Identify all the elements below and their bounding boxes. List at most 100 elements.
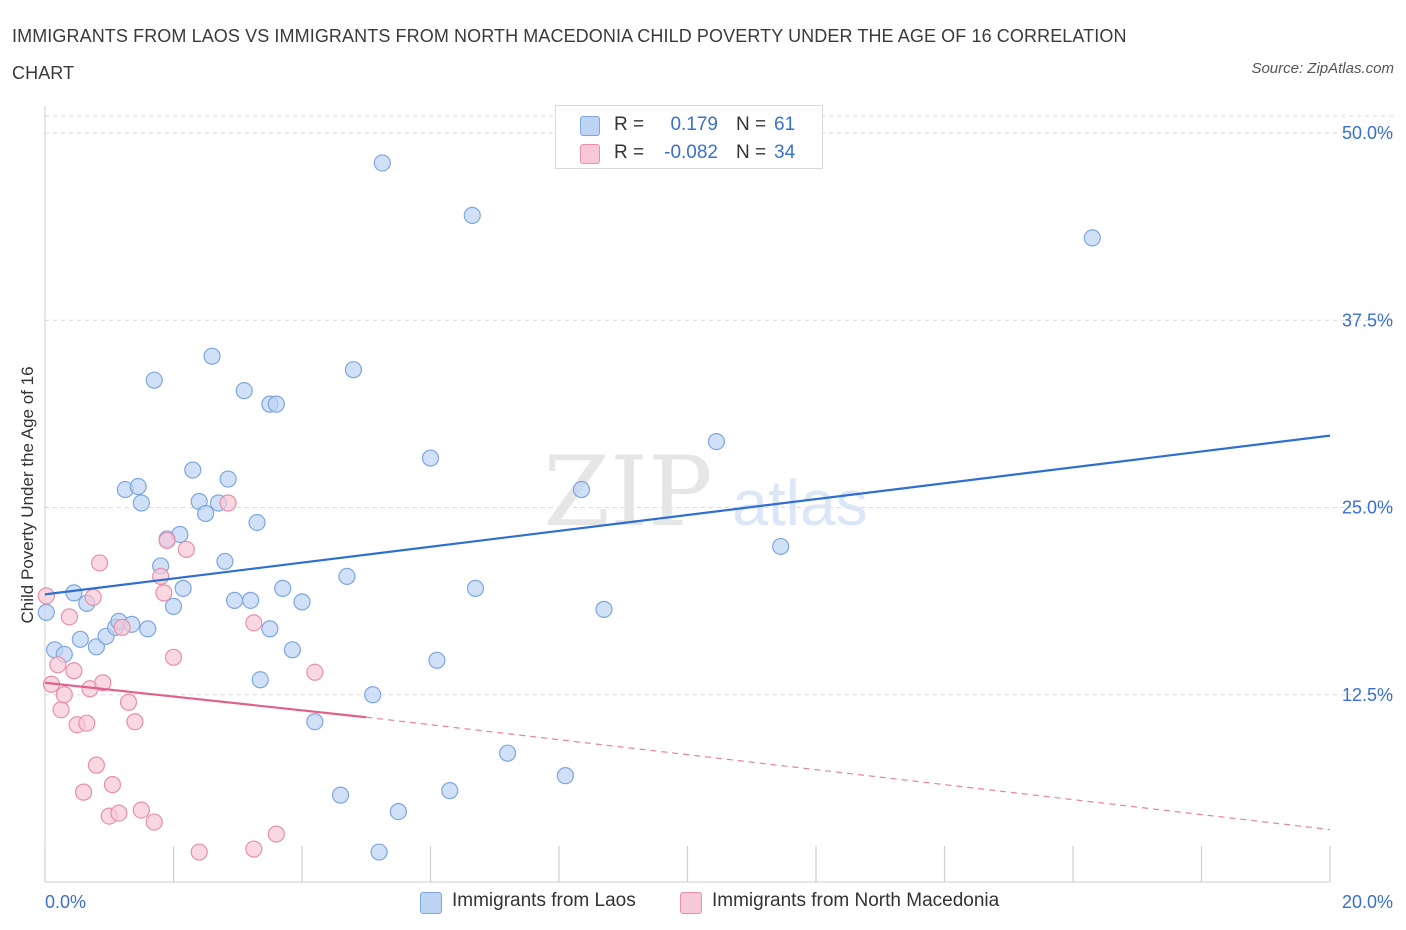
- legend-n-value: 34: [774, 142, 796, 163]
- laos-point: [37, 603, 55, 621]
- legend-row-laos: R = 0.179 N = 61: [556, 112, 822, 138]
- north-macedonia-point: [78, 714, 96, 732]
- laos-point: [556, 767, 575, 785]
- x-tick-label: 0.0%: [45, 892, 86, 912]
- north-macedonia-point: [91, 554, 109, 572]
- y-axis-label: Child Poverty Under the Age of 16: [18, 366, 37, 623]
- laos-point: [216, 552, 234, 571]
- laos-point: [344, 361, 362, 379]
- north-macedonia-point: [113, 618, 131, 636]
- source-label: Source: ZipAtlas.com: [1251, 60, 1394, 77]
- north-macedonia-point: [103, 776, 122, 794]
- laos-point: [197, 504, 215, 523]
- laos-point: [463, 206, 481, 224]
- north-macedonia-point: [110, 804, 128, 822]
- legend-row-north-macedonia: R = -0.082 N = 34: [556, 140, 822, 166]
- laos-point: [772, 537, 790, 556]
- laos-point: [370, 843, 388, 861]
- laos-point: [331, 786, 350, 804]
- laos-point: [338, 567, 356, 586]
- laos-point: [389, 802, 407, 821]
- laos-point: [293, 593, 311, 611]
- north-macedonia-point: [306, 663, 324, 681]
- north-macedonia-trend-extension: [366, 716, 1331, 831]
- laos-point: [261, 620, 279, 638]
- laos-point: [373, 154, 391, 172]
- laos-point: [466, 579, 485, 597]
- tick-labels: 12.5% 25.0% 37.5% 50.0% 0.0% 20.0%: [45, 123, 1393, 912]
- north-macedonia-point: [65, 662, 83, 680]
- laos-point: [225, 591, 244, 609]
- north-macedonia-point: [177, 540, 195, 559]
- series-legend: Immigrants from Laos Immigrants from Nor…: [0, 890, 1406, 916]
- laos-point: [129, 477, 147, 496]
- legend-r-value: 0.179: [670, 114, 718, 135]
- north-macedonia-trend-line: [44, 681, 367, 719]
- y-tick-label: 12.5%: [1342, 685, 1393, 705]
- trend-lines: [44, 434, 1331, 831]
- north-macedonia-point: [158, 531, 176, 550]
- north-macedonia-point: [55, 686, 73, 704]
- laos-point: [242, 591, 260, 609]
- north-macedonia-point: [52, 701, 70, 719]
- laos-point: [306, 713, 324, 731]
- north-macedonia-point: [245, 840, 263, 858]
- north-macedonia-point: [49, 656, 67, 674]
- laos-point: [184, 461, 202, 479]
- x-tick-label: 20.0%: [1342, 892, 1393, 912]
- laos-point: [274, 579, 292, 597]
- laos-point: [421, 449, 440, 467]
- north-macedonia-point: [37, 587, 55, 605]
- north-macedonia-point: [190, 843, 208, 861]
- axes: [44, 106, 1331, 883]
- north-macedonia-point: [84, 588, 102, 606]
- north-macedonia-point: [119, 693, 138, 711]
- laos-point: [441, 782, 459, 800]
- series-north-macedonia-points: [37, 494, 324, 861]
- y-tick-label: 50.0%: [1342, 123, 1393, 143]
- y-tick-label: 25.0%: [1342, 498, 1393, 518]
- series-legend-label-north-macedonia: Immigrants from North Macedonia: [712, 890, 1000, 911]
- laos-point: [364, 686, 382, 704]
- series-legend-label-laos: Immigrants from Laos: [452, 890, 636, 911]
- watermark-atlas: atlas: [732, 467, 867, 539]
- laos-point: [267, 395, 285, 413]
- laos-point: [235, 382, 253, 400]
- laos-point: [572, 480, 591, 499]
- laos-point: [595, 600, 613, 618]
- laos-point: [71, 630, 89, 648]
- north-macedonia-point: [87, 756, 106, 774]
- north-macedonia-point: [245, 614, 263, 632]
- legend-r-label: R =: [614, 114, 645, 135]
- laos-point: [251, 671, 269, 689]
- legend-n-label: N =: [736, 142, 767, 163]
- y-tick-label: 37.5%: [1342, 310, 1393, 330]
- laos-point: [174, 579, 192, 597]
- legend-swatch-laos: [580, 116, 600, 136]
- north-macedonia-point: [94, 674, 112, 692]
- legend-r-label: R =: [614, 142, 645, 163]
- north-macedonia-point: [126, 713, 144, 731]
- legend-r-value: -0.082: [664, 142, 718, 163]
- north-macedonia-point: [60, 608, 79, 626]
- laos-point: [499, 744, 517, 762]
- north-macedonia-point: [267, 825, 285, 843]
- legend-n-value: 61: [774, 114, 796, 135]
- laos-point: [139, 620, 157, 638]
- north-macedonia-point: [219, 494, 237, 512]
- legend-swatch-north-macedonia: [580, 144, 600, 164]
- north-macedonia-point: [155, 584, 173, 602]
- laos-point: [65, 584, 83, 602]
- laos-point: [1083, 229, 1101, 247]
- laos-trend-line: [44, 434, 1331, 596]
- laos-point: [283, 641, 301, 659]
- watermark: ZIP atlas: [543, 436, 867, 548]
- chart-title: IMMIGRANTS FROM LAOS VS IMMIGRANTS FROM …: [12, 26, 1127, 83]
- north-macedonia-point: [152, 567, 170, 586]
- north-macedonia-point: [164, 648, 183, 666]
- legend-n-label: N =: [736, 114, 767, 135]
- laos-point: [145, 371, 163, 389]
- laos-point: [132, 494, 150, 512]
- watermark-zip: ZIP: [543, 436, 712, 548]
